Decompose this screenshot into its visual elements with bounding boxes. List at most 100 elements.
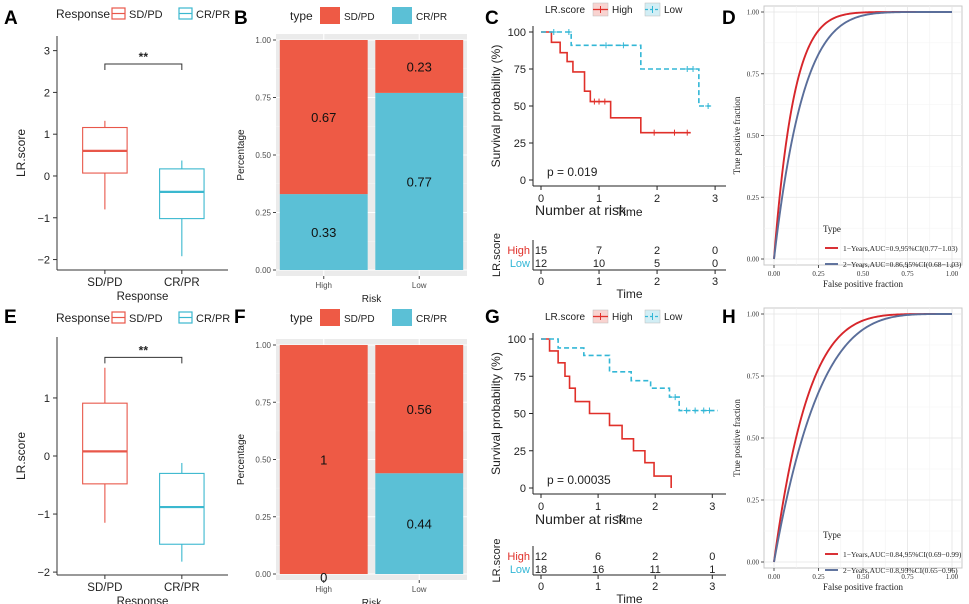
y-tick-label: 0.50 [747,435,760,443]
x-tick-label: 0.75 [901,270,914,278]
x-tick-label: 1 [596,193,602,205]
censor-mark [672,394,679,401]
y-tick-label: 1 [44,393,50,405]
p-value: p = 0.00035 [547,473,611,487]
risk-count: 0 [709,551,715,563]
x-tick-label: 3 [709,501,715,513]
legend-label: High [612,5,633,16]
data-label: 0.23 [407,59,432,74]
boxplot-panel-e: Response SD/PD CR/PR −2 −1 0 1 SD/PD CR/PR ** Resp… [14,311,230,604]
panel-label-e: E [4,307,17,328]
risk-count: 16 [592,564,604,576]
y-tick-label: 0 [520,483,526,495]
x-axis-title: False positive fraction [823,582,903,592]
legend-label: Low [664,312,683,323]
legend-key-sd-pd [320,7,340,24]
box-body [82,402,128,485]
legend-label: SD/PD [344,314,375,325]
y-axis-title: Survival probability (%) [489,45,503,168]
censor-mark [565,29,572,35]
legend-label: CR/PR [416,314,447,325]
risk-count: 10 [593,258,605,270]
x-tick-label: 0 [538,501,544,513]
censor-mark [684,66,691,72]
y-tick-label: 0.00 [747,559,760,567]
box-cr-pr [159,462,205,562]
legend-key-cr-pr [392,309,412,326]
x-tick-label: 2 [652,501,658,513]
panel-label-f: F [234,307,246,328]
x-tick-label: 0.50 [857,270,870,278]
bar-high-sd-pd [279,345,368,574]
y-tick-label: 0.75 [747,373,760,381]
x-tick-label: Low [412,281,427,290]
y-tick-label: 0.50 [255,151,271,160]
legend-title: LR.score [545,5,585,16]
legend-title: type [290,9,313,23]
risk-count: 7 [596,245,602,257]
km-curve-low [541,338,718,412]
legend-key-sd-pd [111,311,126,324]
panel-label-b: B [234,8,248,29]
legend-label: SD/PD [129,9,163,21]
significance-bracket [104,63,183,70]
x-tick-label: 0.25 [812,270,825,278]
censor-mark [620,42,627,49]
risk-count: 12 [535,551,547,563]
legend-key-cr-pr [178,7,193,20]
significance-bracket [104,356,183,364]
legend-key-low [644,309,661,324]
y-tick-label: 100 [508,334,526,346]
risk-count: 1 [709,564,715,576]
x-tick-label: CR/PR [164,582,200,594]
x-axis-title: Risk [362,598,382,604]
risk-x-tick-label: 3 [712,276,718,288]
y-tick-label: 1.00 [255,341,271,350]
censor-mark [706,407,713,414]
risk-count: 15 [535,245,547,257]
legend-key-sd-pd [111,7,126,20]
x-tick-label: 0.00 [768,573,781,581]
box-body [159,472,205,545]
censor-mark [690,66,697,72]
y-tick-label: 75 [514,64,526,76]
x-axis-title: Response [117,596,169,604]
x-tick-label: SD/PD [87,582,122,594]
p-value: p = 0.019 [547,165,598,179]
legend-label: CR/PR [416,12,447,23]
legend-label: CR/PR [196,9,230,21]
x-axis-title: Time [616,513,643,527]
y-tick-label: 0.50 [747,132,760,140]
data-label: 1 [320,453,327,468]
y-tick-label: 0.00 [747,256,760,264]
y-axis-title: Percentage [236,433,247,485]
x-tick-label: 0.00 [768,270,781,278]
y-tick-label: 1.00 [255,36,271,45]
legend-label: 2−Years,AUC=0.8,95%CI(0.65−0.96) [843,566,958,575]
box-body [159,168,205,220]
legend-label: High [612,312,633,323]
censor-mark [705,103,712,109]
y-tick-label: 3 [44,46,50,58]
roc-curve [773,11,952,260]
y-axis-title: LR.score [14,432,28,480]
roc-panel-h: 0.00 0.00 0.25 0.25 0.50 0.50 0.75 0.75 1.00 1.00… [732,307,963,592]
y-axis-title: True positive fraction [732,399,742,477]
x-tick-label: 2 [654,193,660,205]
data-label: 0.33 [311,225,336,240]
significance-label: ** [139,343,149,357]
risk-x-axis-title: Time [616,287,643,301]
x-axis-title: False positive fraction [823,279,903,289]
risk-count: 2 [654,245,660,257]
y-axis-title: True positive fraction [732,96,742,174]
legend-title: Type [823,224,841,234]
censor-mark [692,407,699,414]
y-tick-label: 0.00 [255,266,271,275]
y-tick-label: 0 [520,175,526,187]
censor-mark [684,129,691,136]
boxplot-panel-a: Response SD/PD CR/PR −2 −1 0 1 2 3 SD/PD CR/PR ** Re… [14,7,230,303]
bar-high-sd-pd [279,40,368,195]
risk-count: 0 [712,258,718,270]
y-axis-title: Percentage [236,129,247,181]
legend-title: Response [56,311,110,325]
